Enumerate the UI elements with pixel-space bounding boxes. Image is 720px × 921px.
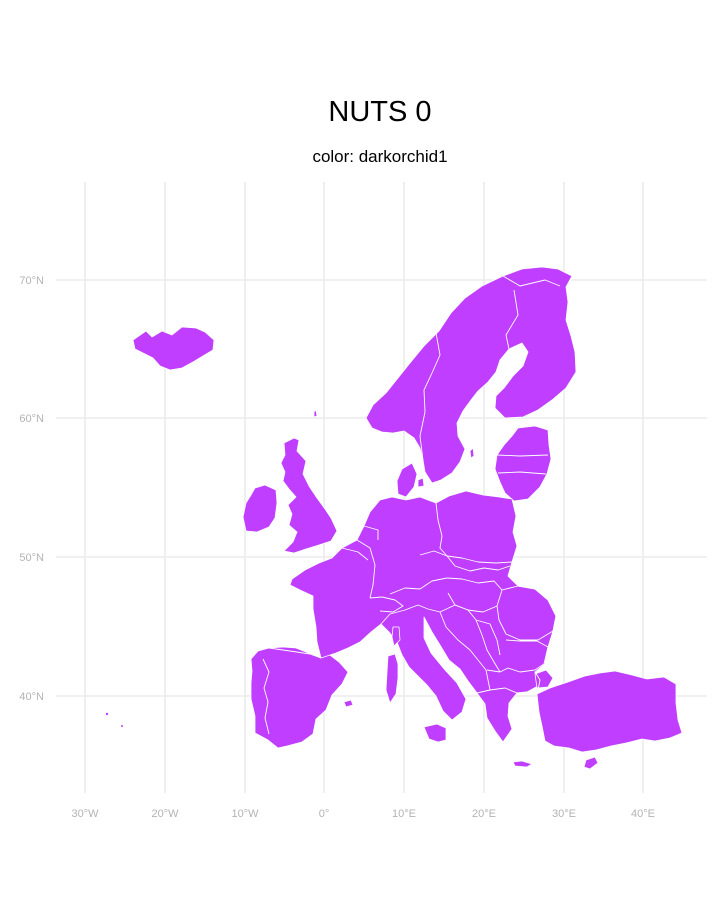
border-germany-poland [435, 502, 448, 557]
region-denmark [396, 462, 418, 498]
tick-lon-0: 0° [319, 808, 330, 820]
tick-lon-30w: 30°W [71, 808, 99, 820]
border-germany-czechia [419, 550, 456, 567]
border-switzerland [369, 596, 404, 613]
tick-lat-70n: 70°N [19, 275, 44, 287]
region-azores-2 [121, 725, 123, 727]
tick-lat-50n: 50°N [19, 552, 44, 564]
national-borders [262, 275, 561, 735]
region-cyprus [583, 756, 599, 770]
border-france-spain [268, 647, 322, 659]
tick-lon-40e: 40°E [631, 808, 655, 820]
border-albania-macedonia [477, 659, 501, 691]
border-bulgaria [505, 639, 549, 673]
tick-lon-30e: 30°E [552, 808, 576, 820]
border-sweden-finland [505, 289, 519, 350]
region-continental-europe [250, 490, 557, 749]
border-finland-north [502, 275, 561, 287]
region-sardinia [385, 653, 399, 704]
border-poland-slovakia [446, 555, 513, 564]
border-estonia-latvia [496, 454, 549, 457]
region-shetland [313, 409, 318, 418]
region-azores [105, 712, 109, 716]
border-norway-sweden [419, 332, 441, 461]
region-ireland [242, 484, 278, 533]
region-balearic-islands [343, 699, 354, 708]
region-scandinavia [365, 266, 577, 484]
tick-lat-40n: 40°N [19, 691, 44, 703]
border-czechia-slovakia [454, 565, 511, 572]
map-title: NUTS 0 [328, 96, 432, 128]
border-turkey-bulgaria [534, 671, 541, 691]
border-netherlands [363, 525, 379, 540]
map-subtitle: color: darkorchid1 [312, 147, 448, 166]
region-corsica [391, 626, 401, 647]
border-croatia-bosnia [439, 611, 479, 661]
region-baltics [494, 425, 552, 502]
tick-lon-20e: 20°E [472, 808, 496, 820]
tick-lon-10w: 10°W [231, 808, 259, 820]
region-zealand [417, 477, 425, 488]
region-united-kingdom [280, 437, 338, 554]
border-benelux [341, 547, 369, 561]
region-turkey [536, 670, 683, 753]
tick-lon-10e: 10°E [392, 808, 416, 820]
region-gotland [469, 447, 475, 459]
tick-lon-20w: 20°W [151, 808, 179, 820]
region-iceland [132, 326, 215, 371]
region-crete [512, 760, 533, 768]
nuts0-regions [105, 266, 683, 770]
border-spain-portugal [262, 658, 270, 735]
tick-labels: 70°N 60°N 50°N 40°N 30°W 20°W 10°W 0° 10… [19, 275, 655, 820]
region-sicily [423, 723, 447, 743]
border-germany-austria [389, 577, 448, 595]
border-serbia [475, 619, 501, 656]
tick-lat-60n: 60°N [19, 413, 44, 425]
border-balkans-west [427, 604, 509, 673]
border-italy-north [380, 604, 429, 625]
border-latvia-lithuania [497, 471, 547, 475]
border-greece [476, 687, 528, 694]
region-turkey-thrace [534, 669, 554, 689]
border-france-germany [356, 539, 376, 599]
border-romania [496, 585, 557, 641]
